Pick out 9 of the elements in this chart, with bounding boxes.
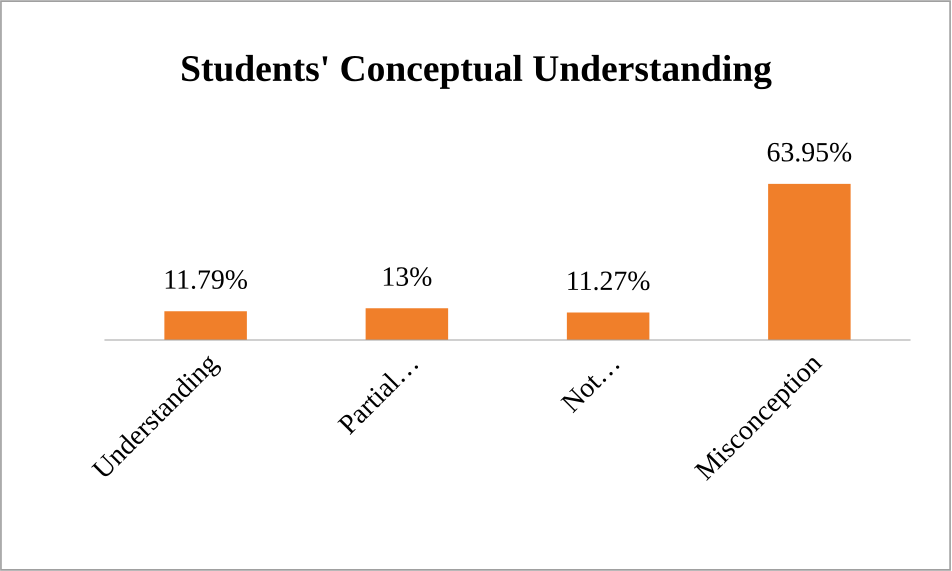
data-label: 63.95% [768,142,852,162]
bar [566,312,650,340]
bar [768,184,851,340]
data-label: 11.79% [166,270,247,290]
bar [164,311,247,340]
data-label: 13% [384,267,432,286]
data-label: 11.27% [568,271,650,290]
chart-title: Students' Conceptual Understanding [182,54,772,90]
bar [366,308,448,340]
